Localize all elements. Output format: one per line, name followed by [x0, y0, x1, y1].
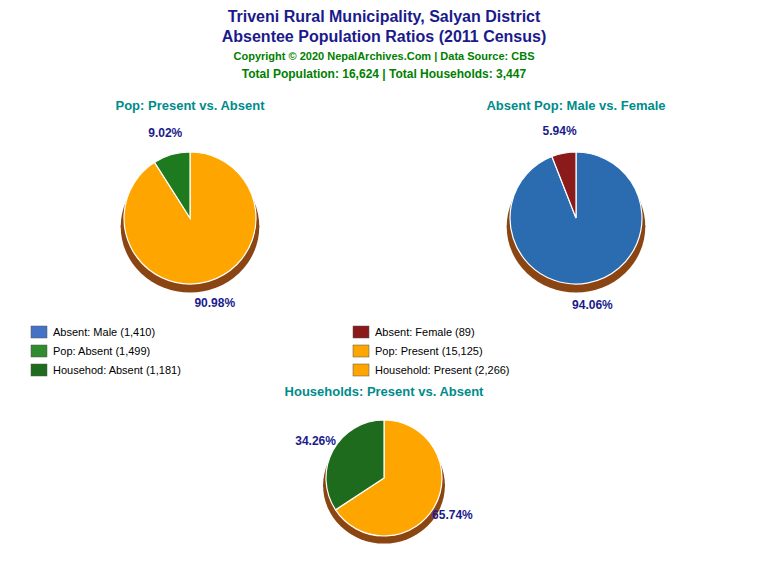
chart-root: Triveni Rural Municipality, Salyan Distr…	[0, 0, 768, 576]
legend-label: Absent: Male (1,410)	[53, 326, 155, 338]
pie-chart: Absent Pop: Male vs. Female 94.06% 5.94%	[486, 98, 665, 312]
pie-title: Households: Present vs. Absent	[285, 384, 485, 399]
pie-slice	[552, 152, 576, 218]
title: Triveni Rural Municipality, Salyan Distr…	[228, 8, 541, 25]
legend-label: Household: Present (2,266)	[375, 364, 510, 376]
data-label: 65.74%	[432, 508, 473, 522]
data-label: 90.98%	[194, 296, 235, 310]
background	[0, 0, 768, 576]
annotation: Total Population: 16,624 | Total Househo…	[242, 67, 527, 81]
legend-label: Househod: Absent (1,181)	[53, 364, 181, 376]
pie-slice	[124, 152, 256, 284]
pie-slice	[510, 152, 642, 284]
data-label: 94.06%	[572, 298, 613, 312]
legend-swatch	[31, 326, 47, 338]
pie-slice	[155, 152, 190, 218]
pie-title: Pop: Present vs. Absent	[115, 98, 265, 113]
pie-chart: Pop: Present vs. Absent 90.98% 9.02%	[115, 98, 265, 310]
legend-swatch	[353, 326, 369, 338]
subtitle: Absentee Population Ratios (2011 Census)	[222, 28, 547, 45]
data-label: 9.02%	[148, 126, 182, 140]
annotation: Copyright © 2020 NepalArchives.Com | Dat…	[234, 50, 535, 62]
legend-swatch	[31, 345, 47, 357]
legend-swatch	[31, 364, 47, 376]
legend-swatch	[353, 364, 369, 376]
pie-title: Absent Pop: Male vs. Female	[486, 98, 665, 113]
legend-label: Pop: Absent (1,499)	[53, 345, 150, 357]
legend-label: Pop: Present (15,125)	[375, 345, 483, 357]
data-label: 34.26%	[295, 434, 336, 448]
legend-swatch	[353, 345, 369, 357]
data-label: 5.94%	[543, 124, 577, 138]
legend: Absent: Male (1,410) Absent: Female (89) P…	[31, 326, 510, 376]
pie-chart: Households: Present vs. Absent 65.74% 34.2…	[285, 384, 485, 544]
legend-label: Absent: Female (89)	[375, 326, 475, 338]
